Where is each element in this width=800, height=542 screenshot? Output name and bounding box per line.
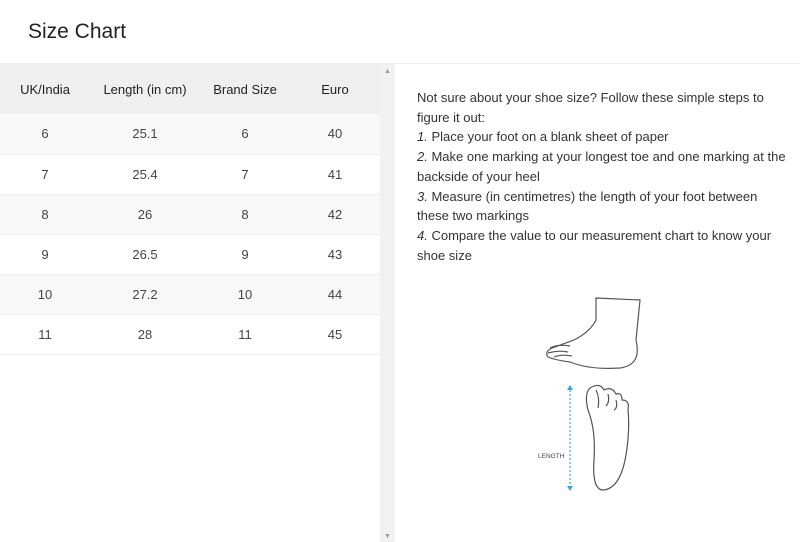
- table-cell: 44: [290, 274, 380, 315]
- step-text: Place your foot on a blank sheet of pape…: [427, 129, 669, 145]
- scroll-down-icon[interactable]: ▼: [384, 533, 391, 540]
- instruction-step: 2. Make one marking at your longest toe …: [417, 147, 787, 186]
- table-cell: 42: [290, 194, 380, 235]
- instruction-step: 1. Place your foot on a blank sheet of p…: [417, 127, 787, 147]
- step-number: 4.: [417, 227, 428, 243]
- table-cell: 27.2: [90, 274, 200, 315]
- table-cell: 9: [0, 234, 90, 275]
- foot-sole-icon: [585, 384, 630, 491]
- step-text: Make one marking at your longest toe and…: [417, 149, 786, 184]
- table-row: 6 25.1 6 40: [0, 114, 380, 155]
- table-cell: 41: [290, 154, 380, 195]
- header: Size Chart: [0, 0, 800, 64]
- table-cell: 26: [90, 194, 200, 235]
- table-row: 11 28 11 45: [0, 314, 380, 355]
- scrollbar[interactable]: ▲ ▼: [380, 64, 395, 542]
- table-cell: 25.4: [90, 154, 200, 195]
- table-cell: 11: [0, 314, 90, 355]
- instructions: Not sure about your shoe size? Follow th…: [417, 88, 787, 265]
- table-row: 7 25.4 7 41: [0, 154, 380, 195]
- table-cell: 28: [90, 314, 200, 355]
- step-text: Measure (in centimetres) the length of y…: [417, 188, 758, 224]
- table-cell: 11: [200, 314, 290, 355]
- instruction-step: 4. Compare the value to our measurement …: [417, 226, 787, 265]
- table-row: 9 26.5 9 43: [0, 234, 380, 275]
- length-label: LENGTH: [538, 453, 565, 460]
- table-cell: 6: [0, 114, 90, 155]
- header-uk-india: UK/India: [0, 64, 90, 114]
- size-table: UK/India Length (in cm) Brand Size Euro …: [0, 64, 380, 355]
- table-cell: 7: [0, 154, 90, 195]
- step-number: 2.: [417, 149, 428, 165]
- table-cell: 26.5: [90, 234, 200, 275]
- header-euro: Euro: [290, 64, 380, 114]
- table-row: 8 26 8 42: [0, 194, 380, 235]
- page-title: Size Chart: [28, 20, 127, 43]
- header-length: Length (in cm): [90, 64, 200, 114]
- table-cell: 40: [290, 114, 380, 155]
- table-cell: 6: [200, 114, 290, 155]
- table-cell: 7: [200, 154, 290, 195]
- table-cell: 25.1: [90, 114, 200, 155]
- foot-measurement-illustration: LENGTH: [538, 297, 641, 491]
- table-cell: 45: [290, 314, 380, 355]
- size-table-panel: UK/India Length (in cm) Brand Size Euro …: [0, 64, 380, 542]
- table-cell: 8: [200, 194, 290, 235]
- table-cell: 10: [200, 274, 290, 315]
- step-text: Compare the value to our measurement cha…: [417, 227, 772, 263]
- step-number: 3.: [417, 188, 428, 204]
- table-row: 10 27.2 10 44: [0, 274, 380, 315]
- header-brand-size: Brand Size: [200, 64, 290, 114]
- step-number: 1.: [417, 129, 428, 145]
- table-cell: 10: [0, 274, 90, 315]
- scroll-up-icon[interactable]: ▲: [384, 68, 391, 75]
- instructions-intro: Not sure about your shoe size? Follow th…: [417, 90, 764, 125]
- foot-side-icon: [546, 297, 641, 369]
- instruction-step: 3. Measure (in centimetres) the length o…: [417, 187, 787, 226]
- table-cell: 8: [0, 194, 90, 235]
- table-cell: 43: [290, 234, 380, 275]
- table-header-row: UK/India Length (in cm) Brand Size Euro: [0, 64, 380, 114]
- table-cell: 9: [200, 234, 290, 275]
